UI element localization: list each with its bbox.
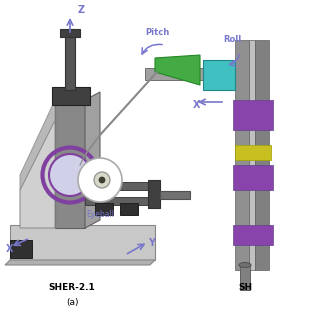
Polygon shape (155, 55, 200, 85)
Polygon shape (20, 100, 55, 190)
FancyBboxPatch shape (10, 240, 32, 258)
FancyBboxPatch shape (148, 180, 160, 208)
FancyBboxPatch shape (233, 165, 273, 190)
FancyBboxPatch shape (203, 60, 235, 90)
FancyBboxPatch shape (235, 145, 271, 160)
Text: (a): (a) (66, 298, 78, 307)
Text: SHER-2.1: SHER-2.1 (49, 284, 95, 292)
Ellipse shape (49, 154, 91, 196)
FancyBboxPatch shape (60, 29, 80, 37)
FancyBboxPatch shape (145, 68, 235, 80)
Polygon shape (10, 225, 155, 260)
Polygon shape (55, 100, 85, 228)
Circle shape (99, 177, 105, 183)
Text: X: X (193, 100, 201, 110)
FancyBboxPatch shape (52, 87, 90, 105)
Text: Pitch: Pitch (145, 28, 169, 37)
FancyBboxPatch shape (160, 191, 190, 199)
FancyBboxPatch shape (95, 203, 113, 215)
FancyBboxPatch shape (233, 225, 273, 245)
Text: X: X (6, 244, 13, 254)
FancyBboxPatch shape (85, 197, 150, 205)
Polygon shape (20, 120, 55, 228)
Polygon shape (5, 260, 155, 265)
FancyBboxPatch shape (249, 40, 255, 270)
Text: Roll: Roll (223, 35, 241, 44)
Ellipse shape (239, 262, 251, 268)
Circle shape (78, 158, 122, 202)
Polygon shape (85, 92, 100, 228)
Text: SH: SH (238, 284, 252, 292)
Text: Y: Y (148, 238, 155, 248)
FancyBboxPatch shape (240, 265, 250, 290)
Circle shape (94, 172, 110, 188)
Text: Eyeball: Eyeball (86, 210, 114, 219)
FancyBboxPatch shape (85, 182, 150, 190)
FancyBboxPatch shape (233, 100, 273, 130)
FancyBboxPatch shape (255, 40, 269, 270)
FancyBboxPatch shape (120, 203, 138, 215)
Text: Z: Z (78, 5, 85, 15)
FancyBboxPatch shape (235, 40, 249, 270)
FancyBboxPatch shape (65, 35, 75, 90)
